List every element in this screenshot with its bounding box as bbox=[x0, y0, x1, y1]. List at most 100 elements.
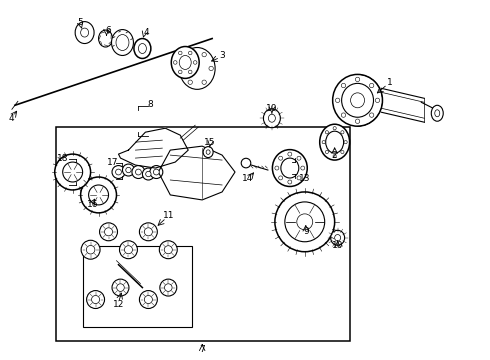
Ellipse shape bbox=[112, 30, 133, 55]
Ellipse shape bbox=[179, 55, 191, 69]
Circle shape bbox=[333, 127, 336, 130]
Circle shape bbox=[297, 176, 301, 180]
Circle shape bbox=[333, 154, 336, 158]
Circle shape bbox=[369, 113, 374, 117]
Polygon shape bbox=[119, 128, 188, 168]
Ellipse shape bbox=[335, 234, 341, 241]
Circle shape bbox=[86, 246, 95, 254]
Circle shape bbox=[355, 77, 360, 82]
Circle shape bbox=[112, 279, 129, 296]
Text: 17: 17 bbox=[107, 158, 118, 167]
Circle shape bbox=[99, 223, 118, 241]
Circle shape bbox=[112, 166, 125, 179]
Circle shape bbox=[301, 166, 305, 170]
Text: 12: 12 bbox=[113, 300, 124, 309]
Circle shape bbox=[122, 164, 134, 176]
Circle shape bbox=[178, 70, 182, 74]
Circle shape bbox=[140, 223, 157, 241]
Text: 3: 3 bbox=[219, 51, 225, 60]
Circle shape bbox=[344, 140, 347, 144]
Text: 2: 2 bbox=[332, 150, 338, 159]
Ellipse shape bbox=[179, 48, 215, 89]
Circle shape bbox=[81, 240, 100, 259]
Circle shape bbox=[116, 169, 122, 175]
Ellipse shape bbox=[431, 105, 443, 121]
Circle shape bbox=[120, 241, 137, 259]
Circle shape bbox=[288, 180, 292, 184]
Circle shape bbox=[322, 140, 325, 144]
Ellipse shape bbox=[98, 30, 113, 47]
Ellipse shape bbox=[319, 124, 349, 160]
Circle shape bbox=[178, 51, 182, 55]
Circle shape bbox=[150, 166, 163, 179]
Circle shape bbox=[63, 162, 83, 182]
Text: 11: 11 bbox=[163, 211, 174, 220]
Text: 6: 6 bbox=[106, 26, 111, 35]
Circle shape bbox=[92, 296, 99, 303]
Circle shape bbox=[117, 284, 124, 291]
Circle shape bbox=[202, 53, 206, 57]
Ellipse shape bbox=[264, 109, 280, 128]
Circle shape bbox=[325, 131, 328, 134]
Circle shape bbox=[188, 53, 193, 57]
Circle shape bbox=[341, 83, 345, 88]
Ellipse shape bbox=[333, 75, 383, 126]
Text: 10: 10 bbox=[332, 241, 343, 250]
Text: 16: 16 bbox=[87, 201, 98, 210]
Ellipse shape bbox=[435, 110, 440, 117]
Circle shape bbox=[55, 154, 91, 190]
Circle shape bbox=[279, 156, 283, 160]
Circle shape bbox=[297, 214, 313, 230]
Circle shape bbox=[275, 192, 335, 252]
Circle shape bbox=[126, 167, 131, 173]
Circle shape bbox=[375, 98, 380, 103]
Circle shape bbox=[104, 228, 113, 236]
Circle shape bbox=[369, 83, 374, 88]
Circle shape bbox=[325, 150, 328, 154]
Circle shape bbox=[189, 51, 192, 55]
Ellipse shape bbox=[81, 28, 89, 37]
Circle shape bbox=[164, 246, 172, 254]
Text: 4: 4 bbox=[144, 28, 149, 37]
Circle shape bbox=[275, 166, 279, 170]
Circle shape bbox=[132, 166, 145, 179]
Text: 5: 5 bbox=[78, 18, 83, 27]
Ellipse shape bbox=[75, 22, 94, 44]
Circle shape bbox=[153, 169, 159, 175]
Circle shape bbox=[297, 156, 301, 160]
Circle shape bbox=[145, 228, 152, 236]
Circle shape bbox=[202, 80, 206, 85]
Circle shape bbox=[341, 113, 345, 117]
Ellipse shape bbox=[203, 147, 213, 158]
Circle shape bbox=[241, 158, 251, 168]
Circle shape bbox=[136, 169, 141, 175]
Circle shape bbox=[355, 119, 360, 123]
Polygon shape bbox=[158, 146, 235, 200]
Circle shape bbox=[194, 61, 197, 64]
Ellipse shape bbox=[272, 150, 307, 186]
Ellipse shape bbox=[281, 158, 299, 178]
Text: 10: 10 bbox=[266, 104, 278, 113]
Text: 9: 9 bbox=[303, 227, 309, 236]
Circle shape bbox=[146, 171, 151, 177]
Bar bbox=[56, 127, 349, 341]
Circle shape bbox=[89, 185, 108, 205]
Circle shape bbox=[140, 291, 157, 309]
Ellipse shape bbox=[206, 150, 210, 154]
Text: 18: 18 bbox=[57, 154, 69, 163]
Ellipse shape bbox=[116, 35, 129, 50]
Circle shape bbox=[173, 61, 177, 64]
Text: 1: 1 bbox=[387, 78, 392, 87]
Circle shape bbox=[341, 150, 344, 154]
Circle shape bbox=[189, 70, 192, 74]
Circle shape bbox=[143, 168, 154, 180]
Text: 15: 15 bbox=[204, 138, 216, 147]
Ellipse shape bbox=[342, 84, 373, 117]
Circle shape bbox=[159, 241, 177, 259]
Text: 8: 8 bbox=[147, 100, 153, 109]
Circle shape bbox=[145, 296, 152, 303]
Circle shape bbox=[181, 66, 185, 71]
Ellipse shape bbox=[269, 114, 275, 122]
Text: 7: 7 bbox=[199, 345, 205, 354]
Ellipse shape bbox=[172, 46, 199, 78]
